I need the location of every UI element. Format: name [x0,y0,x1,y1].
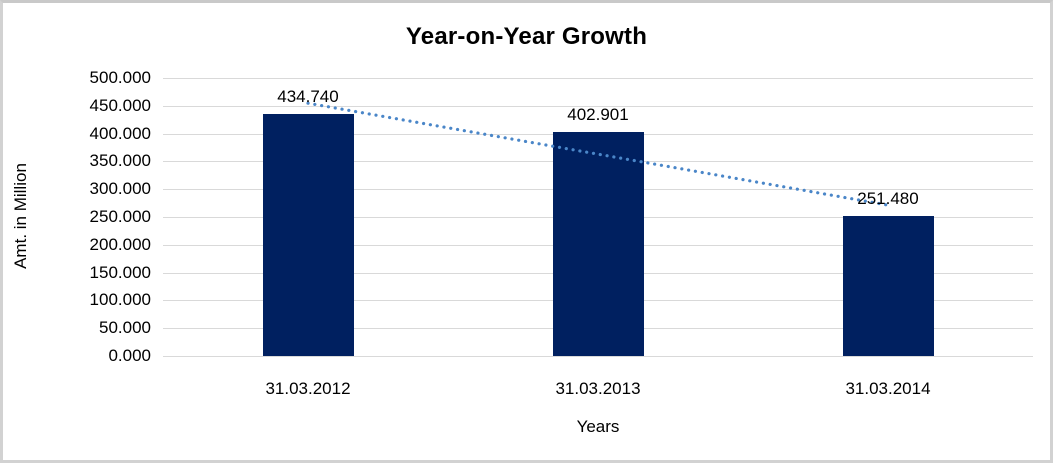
bar-31.03.2012 [263,114,354,356]
gridline-500 [163,78,1033,79]
x-tick-label-31.03.2014: 31.03.2014 [845,379,931,398]
y-tick-label: 500.000 [89,68,151,87]
x-tick-label-31.03.2013: 31.03.2013 [555,379,641,398]
gridline-0 [163,356,1033,357]
y-tick-label: 250.000 [89,207,151,226]
data-label-31.03.2013: 402.901 [567,105,629,124]
x-tick-label-31.03.2012: 31.03.2012 [265,379,351,398]
data-label-31.03.2012: 434.740 [277,87,339,106]
trendline-path [306,101,890,207]
y-tick-label: 350.000 [89,151,151,171]
data-label-31.03.2014: 251.480 [857,189,919,208]
chart-title: Year-on-Year Growth [405,23,648,50]
bar-31.03.2013 [553,132,644,356]
y-tick-label: 0.000 [108,346,151,365]
y-tick-label: 300.000 [89,179,151,199]
y-tick-label: 150.000 [89,262,151,282]
trendline [306,101,890,207]
gridline-450 [163,106,1033,107]
x-axis-title: Years [576,417,620,436]
plot-area [163,78,1033,357]
y-tick-label: 400.000 [89,123,151,143]
y-tick-label: 100.000 [89,290,151,310]
y-tick-label: 50.000 [99,318,151,338]
y-tick-label: 450.000 [89,95,151,115]
bar-31.03.2014 [843,216,934,356]
y-tick-label: 200.000 [89,234,151,254]
